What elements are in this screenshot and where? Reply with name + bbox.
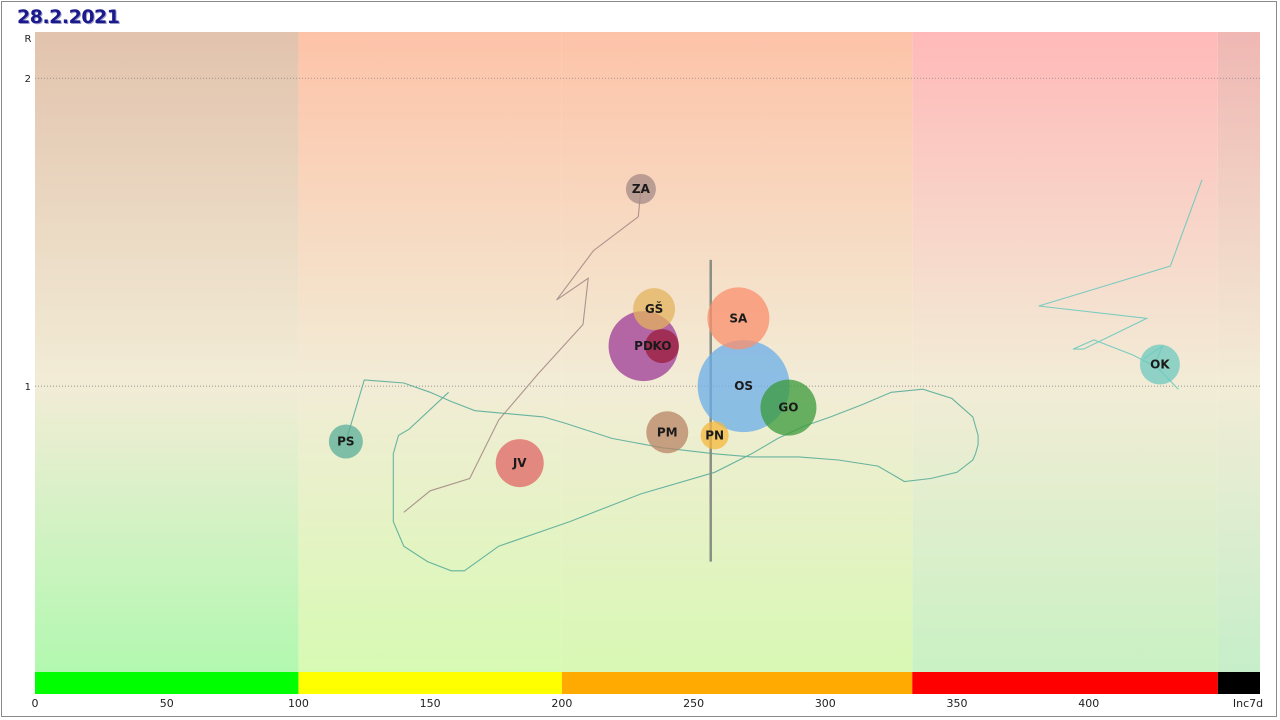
bubble-label: PN [705,428,724,442]
bubble [700,421,729,450]
bubble-label: GŠ [645,301,664,316]
bubble-label: GO [778,401,798,415]
x-tick-label: 400 [1078,697,1099,710]
chart-date-title: 28.2.2021 [17,6,120,28]
axes: 0 50 100 150 200 250 300 350 400 Inc7d 1 2 R [25,34,1264,710]
x-tick-label: 200 [551,697,572,710]
series-trail [345,379,979,572]
series-trail [403,188,642,513]
y-tick-label: 2 [25,74,31,85]
x-axis-label: Inc7d [1233,697,1263,710]
bubble-label: SA [729,311,748,325]
color-bar-segment [912,672,1218,694]
background-band [35,32,299,672]
background-band [1217,32,1260,672]
bubble-label: JV [512,456,527,470]
bubble-label: PS [337,435,354,449]
bubble [644,329,679,364]
x-tick-label: 250 [683,697,704,710]
bubble [707,287,770,350]
color-bar-segment [298,672,562,694]
color-bar-segment [561,672,913,694]
x-tick-label: 50 [160,697,174,710]
bubble-label: KO [653,339,672,353]
color-bar-segment [35,672,299,694]
bubble [328,424,363,459]
incidence-color-bar [35,672,1260,694]
bubble [646,411,689,454]
bubble [633,288,676,331]
bubble-label: PD [634,339,653,353]
background-band [298,32,562,672]
bubble [760,379,817,436]
x-tick-label: 0 [32,697,39,710]
bubbles: OS PD SA GO JV GŠ PM OK PS KO ZA PN [328,174,1180,488]
x-tick-label: 300 [815,697,836,710]
bubble-label: ZA [632,182,651,196]
bubble [625,174,656,205]
x-tick-label: 350 [947,697,968,710]
bubble [495,439,544,488]
x-tick-label: 100 [288,697,309,710]
background-bands [35,32,1260,672]
color-bar-segment [1217,672,1260,694]
x-tick-label: 150 [420,697,441,710]
bubble-label: PM [657,425,678,439]
bubble-label: OK [1150,358,1170,372]
y-tick-label: 1 [25,382,31,393]
bubble [1139,344,1180,385]
grid-lines [35,77,1260,387]
y-axis-label: R [25,34,32,45]
bubble-label: OS [734,379,753,393]
